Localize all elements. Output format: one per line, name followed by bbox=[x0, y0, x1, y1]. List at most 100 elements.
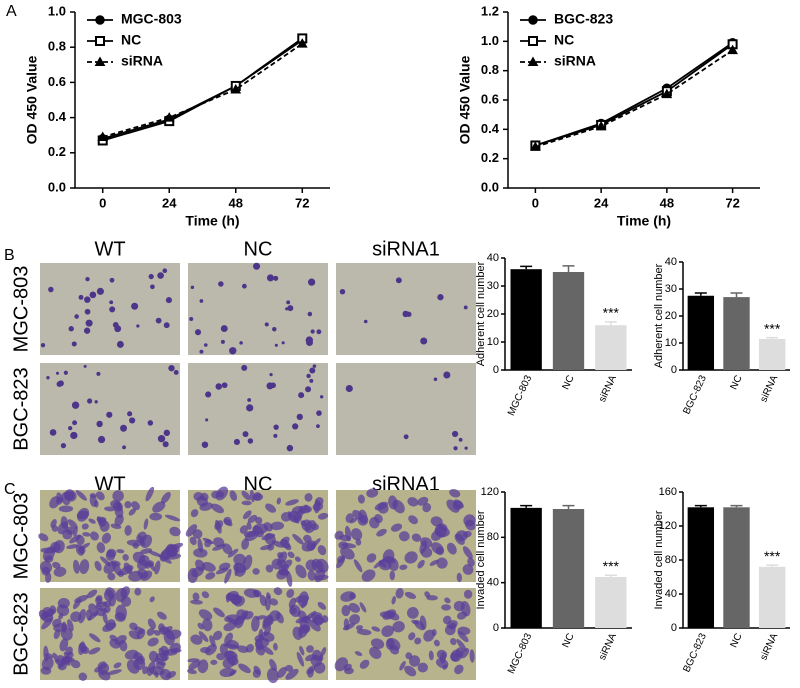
cell bbox=[340, 547, 355, 560]
cell bbox=[122, 554, 129, 561]
cell bbox=[71, 401, 80, 409]
cell bbox=[241, 283, 247, 289]
cell bbox=[96, 420, 103, 428]
cell bbox=[409, 655, 421, 667]
cell bbox=[339, 289, 346, 295]
cell bbox=[417, 559, 425, 569]
cell bbox=[241, 500, 252, 506]
bar bbox=[687, 507, 715, 628]
cell bbox=[274, 343, 278, 347]
cell bbox=[112, 501, 123, 512]
cell bbox=[310, 655, 322, 667]
cell bbox=[404, 665, 417, 677]
cell bbox=[316, 558, 329, 573]
cell bbox=[136, 628, 146, 640]
cell bbox=[197, 659, 209, 674]
cell bbox=[73, 526, 78, 537]
column-label: NC bbox=[244, 238, 273, 260]
cell bbox=[78, 545, 86, 555]
cell bbox=[463, 305, 468, 310]
cell bbox=[82, 532, 91, 537]
cell bbox=[56, 381, 63, 387]
cell bbox=[147, 618, 156, 630]
cell bbox=[239, 525, 248, 534]
cell bbox=[231, 594, 241, 605]
cell bbox=[392, 621, 405, 633]
y-tick-label: 0.2 bbox=[48, 144, 66, 159]
cell bbox=[464, 446, 468, 450]
cell bbox=[52, 561, 61, 569]
cell bbox=[113, 662, 122, 669]
cell bbox=[296, 651, 305, 667]
cell bbox=[96, 371, 101, 376]
column-label: siRNA1 bbox=[372, 473, 440, 495]
cell bbox=[467, 557, 475, 567]
cell bbox=[377, 502, 389, 514]
cell bbox=[72, 420, 78, 426]
cell bbox=[185, 524, 198, 537]
annotation: *** bbox=[764, 320, 781, 336]
cell bbox=[165, 297, 172, 304]
cell bbox=[449, 489, 461, 498]
cell bbox=[463, 589, 473, 599]
cell bbox=[317, 512, 329, 520]
cell bbox=[124, 501, 132, 509]
cell bbox=[89, 493, 97, 498]
cell bbox=[57, 597, 70, 609]
cell bbox=[109, 300, 114, 305]
cell bbox=[49, 496, 60, 509]
cell bbox=[429, 559, 439, 566]
cell bbox=[286, 300, 291, 305]
micrograph bbox=[336, 363, 476, 455]
cell bbox=[114, 612, 126, 622]
cell bbox=[87, 398, 93, 404]
cell bbox=[388, 495, 398, 510]
cell bbox=[215, 383, 223, 390]
cell bbox=[391, 596, 397, 605]
cell bbox=[145, 486, 155, 502]
y-axis-label: Adherent cell number bbox=[653, 263, 665, 368]
cell bbox=[136, 324, 140, 328]
cell bbox=[265, 503, 277, 513]
cell bbox=[260, 544, 272, 551]
cell bbox=[455, 647, 464, 658]
cell bbox=[310, 523, 319, 531]
cell bbox=[148, 550, 162, 557]
y-tick-label: 0.6 bbox=[48, 74, 66, 89]
cell bbox=[132, 542, 139, 549]
cell bbox=[234, 562, 239, 577]
error-bar bbox=[562, 265, 575, 272]
cell bbox=[41, 617, 53, 630]
cell bbox=[53, 566, 67, 577]
error-bar bbox=[694, 292, 707, 296]
x-tick-label: 48 bbox=[229, 195, 243, 210]
cell bbox=[188, 660, 201, 670]
axis bbox=[74, 12, 330, 189]
cell bbox=[355, 625, 363, 631]
cell bbox=[292, 533, 304, 545]
cell bbox=[354, 651, 363, 657]
x-tick-label: BGC-823 bbox=[681, 373, 709, 416]
error-bar bbox=[520, 504, 533, 508]
cell bbox=[289, 606, 297, 615]
cell bbox=[124, 649, 139, 660]
cell bbox=[273, 433, 278, 438]
cell bbox=[273, 275, 279, 281]
cell bbox=[253, 589, 260, 598]
cell bbox=[148, 666, 165, 676]
cell bbox=[233, 553, 246, 566]
cell bbox=[382, 609, 397, 620]
cell bbox=[353, 559, 363, 573]
cell bbox=[153, 630, 161, 636]
y-tick-label: 0.4 bbox=[48, 109, 67, 124]
cell bbox=[255, 645, 265, 656]
cell bbox=[246, 404, 254, 412]
cell bbox=[306, 373, 311, 379]
cell bbox=[48, 286, 54, 293]
cell bbox=[307, 570, 316, 581]
cell bbox=[58, 613, 64, 620]
cell bbox=[295, 616, 310, 624]
cell bbox=[456, 572, 463, 583]
cell bbox=[363, 319, 368, 324]
cell bbox=[404, 591, 417, 600]
